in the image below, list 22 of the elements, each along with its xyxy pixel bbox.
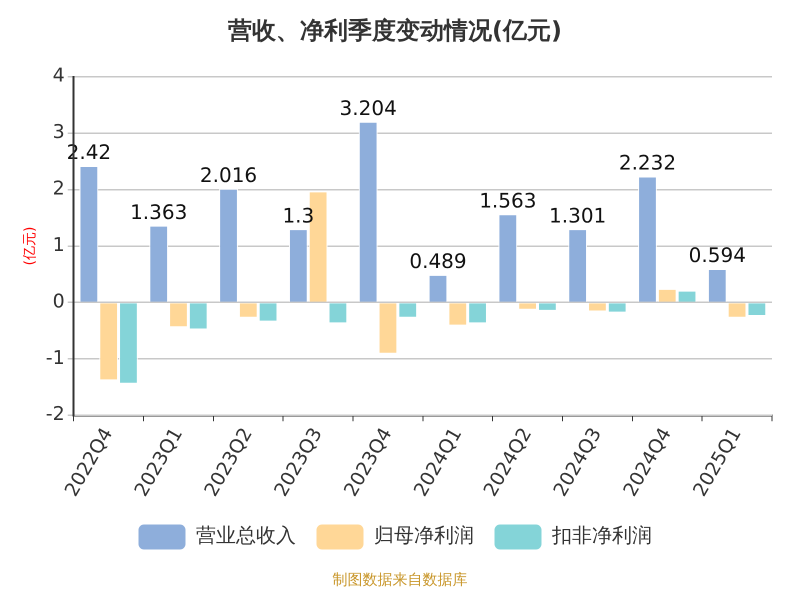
legend-label: 归母净利润	[374, 523, 474, 548]
y-tick-label: 4	[52, 64, 65, 87]
data-label: 1.563	[479, 188, 536, 212]
chart-title: 营收、净利季度变动情况(亿元)	[227, 16, 562, 45]
y-tick-label: 1	[52, 234, 65, 256]
data-label: 1.3	[282, 203, 314, 228]
data-label: 0.489	[409, 249, 467, 274]
legend-label: 营业总收入	[196, 523, 296, 548]
y-tick-label: -2	[46, 403, 65, 426]
data-label: 3.204	[340, 96, 397, 120]
y-tick-label: 2	[52, 178, 65, 200]
text: 制图数据来自数据库	[332, 570, 468, 588]
data-label: 1.363	[130, 200, 188, 224]
y-axis-title: (亿元)	[22, 226, 38, 266]
y-tick-label: 3	[52, 121, 65, 144]
y-tick-label: 0	[52, 290, 65, 312]
y-tick-label: -1	[46, 346, 65, 369]
data-label: 2.016	[200, 162, 258, 187]
data-label: 0.594	[688, 243, 746, 268]
data-label: 1.301	[549, 203, 606, 228]
legend-label: 扣非净利润	[551, 523, 652, 548]
data-label: 2.232	[618, 150, 676, 175]
